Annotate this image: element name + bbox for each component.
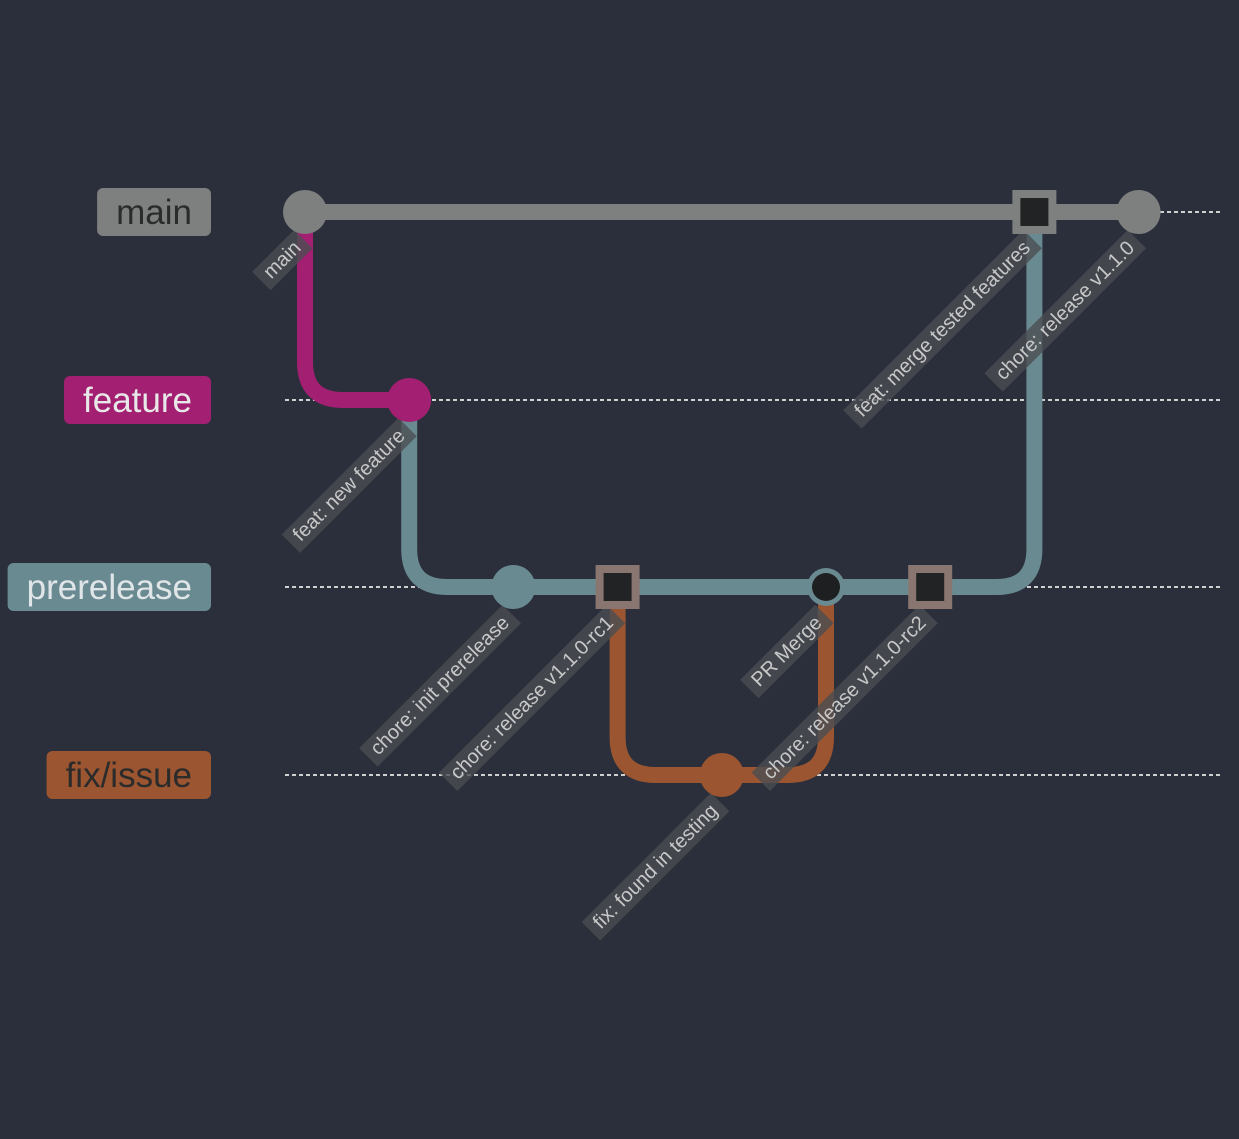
branch-line-fix-fork: [609, 587, 722, 783]
commit-label-text: feat: new feature: [289, 425, 410, 546]
commit-node-c2: [387, 378, 432, 422]
branch-label-badge: [46, 751, 211, 799]
commit-node-inner: [916, 573, 945, 601]
commit-label-bg: [281, 417, 417, 553]
branch-label-badge: [64, 376, 211, 424]
commit-label-c4: chore: release v1.1.0-rc1: [439, 604, 626, 791]
commit-label-c7: chore: release v1.1.0-rc2: [751, 604, 938, 791]
commit-label-c8: feat: merge tested features: [843, 229, 1042, 429]
branch-label-badge: [97, 188, 211, 236]
branch-label-feature: feature: [64, 376, 211, 424]
commit-node-c5: [699, 753, 744, 797]
commit-node-c3: [491, 565, 536, 609]
commit-label-bg: [359, 604, 521, 767]
commit-label-text: PR Merge: [747, 612, 826, 691]
branch-line-feature: [297, 212, 410, 408]
branch-label-fix: fix/issue: [46, 751, 211, 799]
commit-label-c5: fix: found in testing: [581, 792, 730, 941]
commit-node-inner: [812, 573, 840, 601]
branch-line-fix-merge: [721, 587, 834, 783]
commit-label-bg: [843, 229, 1042, 429]
commit-label-bg: [252, 229, 313, 291]
commit-node-inner: [1020, 198, 1049, 226]
commit-label-bg: [740, 604, 834, 699]
commit-label-bg: [751, 604, 938, 791]
branch-line-prerelease-merge: [930, 212, 1043, 595]
branch-label-text: prerelease: [27, 568, 192, 607]
commit-label-bg: [984, 229, 1147, 392]
commit-label-text: feat: merge tested features: [850, 237, 1035, 422]
branch-line-prerelease-fork: [401, 400, 514, 595]
branch-label-main: main: [97, 188, 211, 236]
commit-label-c2: feat: new feature: [281, 417, 417, 553]
commit-label-text: fix: found in testing: [589, 800, 722, 933]
commit-label-bg: [439, 604, 626, 791]
commit-node-c9: [1116, 190, 1161, 234]
commit-label-bg: [581, 792, 730, 941]
branch-label-prerelease: prerelease: [7, 563, 211, 611]
branch-label-text: feature: [83, 381, 192, 420]
branch-label-text: main: [116, 193, 192, 232]
commit-node-inner: [603, 573, 632, 601]
branch-label-badge: [7, 563, 211, 611]
commit-node-c1: [283, 190, 327, 234]
branch-label-text: fix/issue: [66, 756, 192, 795]
